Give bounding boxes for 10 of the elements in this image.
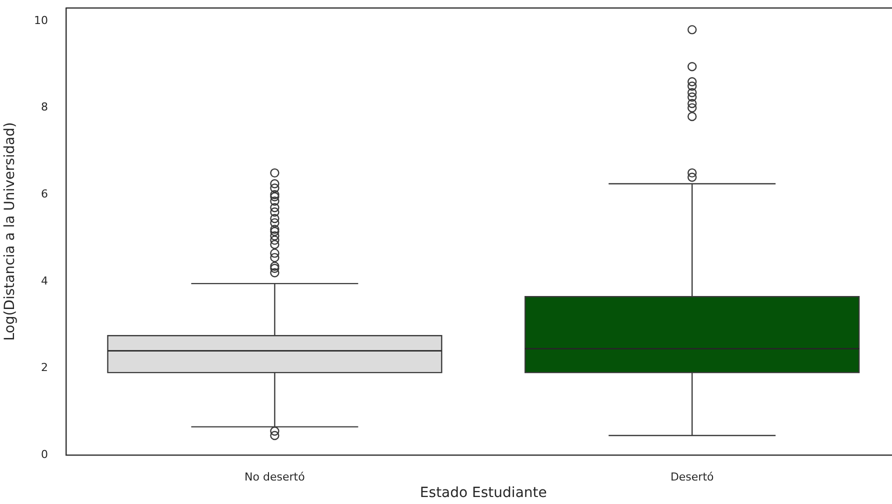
y-tick-label: 2 <box>41 361 48 374</box>
x-tick-label: No desertó <box>244 470 306 484</box>
y-tick-label: 8 <box>41 100 48 114</box>
y-tick-label: 0 <box>41 448 48 461</box>
x-tick-label: Desertó <box>670 470 714 484</box>
y-tick-label: 10 <box>34 14 48 27</box>
x-axis-title: Estado Estudiante <box>420 485 547 502</box>
y-tick-label: 6 <box>41 187 48 200</box>
y-axis-title: Log(Distancia a la Universidad) <box>2 122 18 341</box>
y-tick-label: 4 <box>41 274 48 288</box>
